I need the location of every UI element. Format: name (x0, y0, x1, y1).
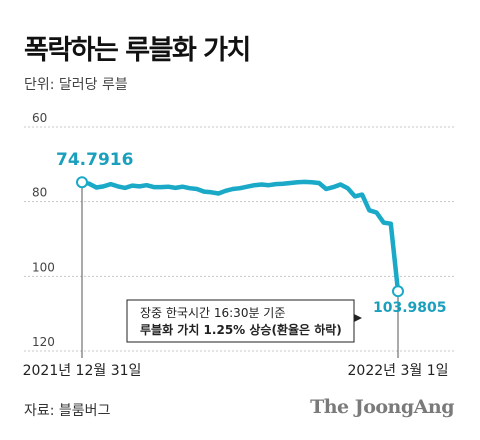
annotation-line-1: 장중 한국시간 16:30분 기준 (140, 306, 285, 320)
annotation-line-2: 루블화 가치 1.25% 상승(환율은 하락) (140, 322, 342, 337)
gridlines (24, 126, 456, 352)
start-value-label: 74.7916 (56, 150, 133, 170)
x-tick-label-start: 2021년 12월 31일 (23, 363, 142, 379)
y-tick-label-100: 100 (32, 260, 55, 274)
annotation-pointer (354, 314, 362, 322)
y-tick-label-80: 80 (32, 186, 47, 200)
y-tick-label-120: 120 (32, 335, 55, 349)
end-point-marker (392, 285, 404, 298)
ruble-line-chart: 60 80 100 120 74.7916 103.9805 장중 한국시간 16:3… (23, 111, 456, 379)
source-note: 자료: 블룸버그 (24, 403, 111, 419)
unit-label: 단위: 달러당 루블 (24, 77, 128, 93)
end-value-label: 103.9805 (373, 300, 447, 316)
start-point-marker (76, 176, 88, 189)
page-title: 폭락하는 루블화 가치 (24, 35, 251, 66)
annotation-box: 장중 한국시간 16:30분 기준 루블화 가치 1.25% 상승(환율은 하락… (126, 299, 362, 343)
x-tick-label-end: 2022년 3월 1일 (348, 363, 449, 379)
y-axis-ticks: 60 80 100 120 (32, 111, 55, 349)
brand-logo: The JoongAng (310, 396, 454, 418)
y-tick-label-60: 60 (32, 111, 47, 125)
ruble-series-line (79, 179, 401, 294)
guide-lines (81, 182, 399, 358)
